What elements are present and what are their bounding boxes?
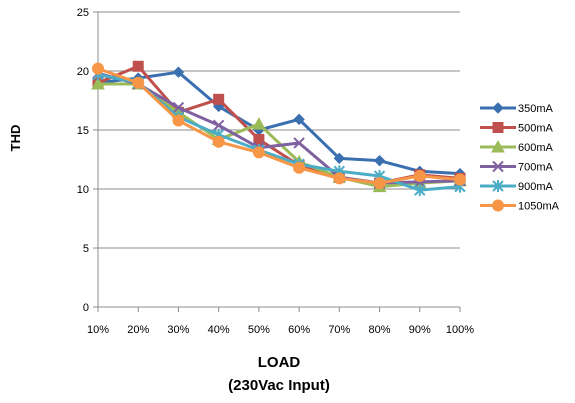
series-1050mA bbox=[92, 62, 466, 190]
series-lines bbox=[91, 60, 467, 197]
data-point bbox=[212, 135, 225, 148]
x-tick-label: 50% bbox=[248, 324, 270, 336]
data-point bbox=[172, 101, 185, 114]
y-tick-label: 5 bbox=[83, 243, 89, 255]
x-tick-label: 70% bbox=[328, 324, 350, 336]
y-tick-label: 25 bbox=[77, 7, 89, 19]
legend-label: 350mA bbox=[518, 103, 554, 115]
x-axis-subtitle: (230Vac Input) bbox=[228, 377, 330, 394]
data-point bbox=[414, 184, 426, 197]
data-point bbox=[373, 154, 386, 167]
data-point bbox=[91, 76, 105, 90]
data-point bbox=[373, 177, 386, 190]
x-tick-label: 20% bbox=[127, 324, 149, 336]
series-350mA bbox=[92, 66, 466, 180]
series-700mA bbox=[92, 67, 466, 189]
data-point bbox=[293, 161, 306, 174]
data-point bbox=[212, 119, 225, 131]
data-point bbox=[454, 173, 466, 186]
legend-marker bbox=[492, 102, 504, 114]
x-tick-label: 100% bbox=[446, 324, 474, 336]
data-point bbox=[172, 66, 185, 78]
data-point bbox=[333, 172, 346, 185]
data-point bbox=[92, 62, 104, 75]
x-tick-label: 80% bbox=[369, 324, 391, 336]
data-point bbox=[413, 170, 426, 183]
y-tick-label: 20 bbox=[77, 66, 89, 78]
data-point bbox=[252, 146, 265, 159]
x-axis-title: LOAD bbox=[258, 354, 301, 371]
data-point bbox=[132, 60, 144, 72]
y-tick-labels: 0 5 10 15 20 25 bbox=[77, 7, 89, 314]
axes bbox=[93, 11, 461, 312]
data-point bbox=[293, 137, 305, 149]
legend-entry: 500mA bbox=[480, 122, 554, 135]
x-tick-label: 10% bbox=[87, 324, 109, 336]
legend-entry: 600mA bbox=[480, 139, 554, 154]
legend: 350mA 500mA 600mA 700mA 900mA 1050mA bbox=[480, 102, 560, 213]
legend-marker bbox=[492, 160, 504, 173]
legend-entry: 350mA bbox=[480, 102, 554, 115]
x-tick-label: 60% bbox=[288, 324, 310, 336]
legend-entry: 900mA bbox=[480, 180, 554, 193]
legend-entry: 700mA bbox=[480, 160, 554, 174]
data-point bbox=[172, 114, 185, 127]
data-point bbox=[252, 117, 266, 130]
x-tick-labels: 10% 20% 30% 40% 50% 60% 70% 80% 90% 100% bbox=[87, 324, 474, 336]
x-tick-label: 90% bbox=[409, 324, 431, 336]
legend-marker bbox=[492, 122, 504, 133]
x-tick-label: 40% bbox=[208, 324, 230, 336]
series-600mA bbox=[91, 76, 467, 193]
series-line bbox=[98, 82, 461, 189]
legend-marker bbox=[492, 180, 504, 192]
legend-label: 500mA bbox=[518, 123, 554, 135]
series-line bbox=[97, 70, 461, 176]
series-line bbox=[97, 67, 461, 185]
y-axis-title: THD bbox=[8, 125, 23, 152]
legend-label: 1050mA bbox=[518, 201, 560, 213]
data-point bbox=[132, 76, 145, 89]
legend-marker bbox=[491, 139, 505, 153]
legend-label: 600mA bbox=[518, 142, 554, 154]
legend-label: 900mA bbox=[518, 181, 554, 193]
data-point bbox=[333, 152, 346, 165]
legend-label: 700mA bbox=[518, 162, 554, 174]
x-tick-label: 30% bbox=[167, 324, 189, 336]
y-tick-label: 15 bbox=[77, 125, 89, 137]
y-tick-label: 0 bbox=[83, 302, 89, 314]
data-point bbox=[213, 93, 225, 105]
legend-marker bbox=[492, 199, 504, 212]
legend-entry: 1050mA bbox=[480, 199, 560, 213]
y-tick-label: 10 bbox=[77, 184, 89, 196]
data-point bbox=[293, 113, 305, 126]
